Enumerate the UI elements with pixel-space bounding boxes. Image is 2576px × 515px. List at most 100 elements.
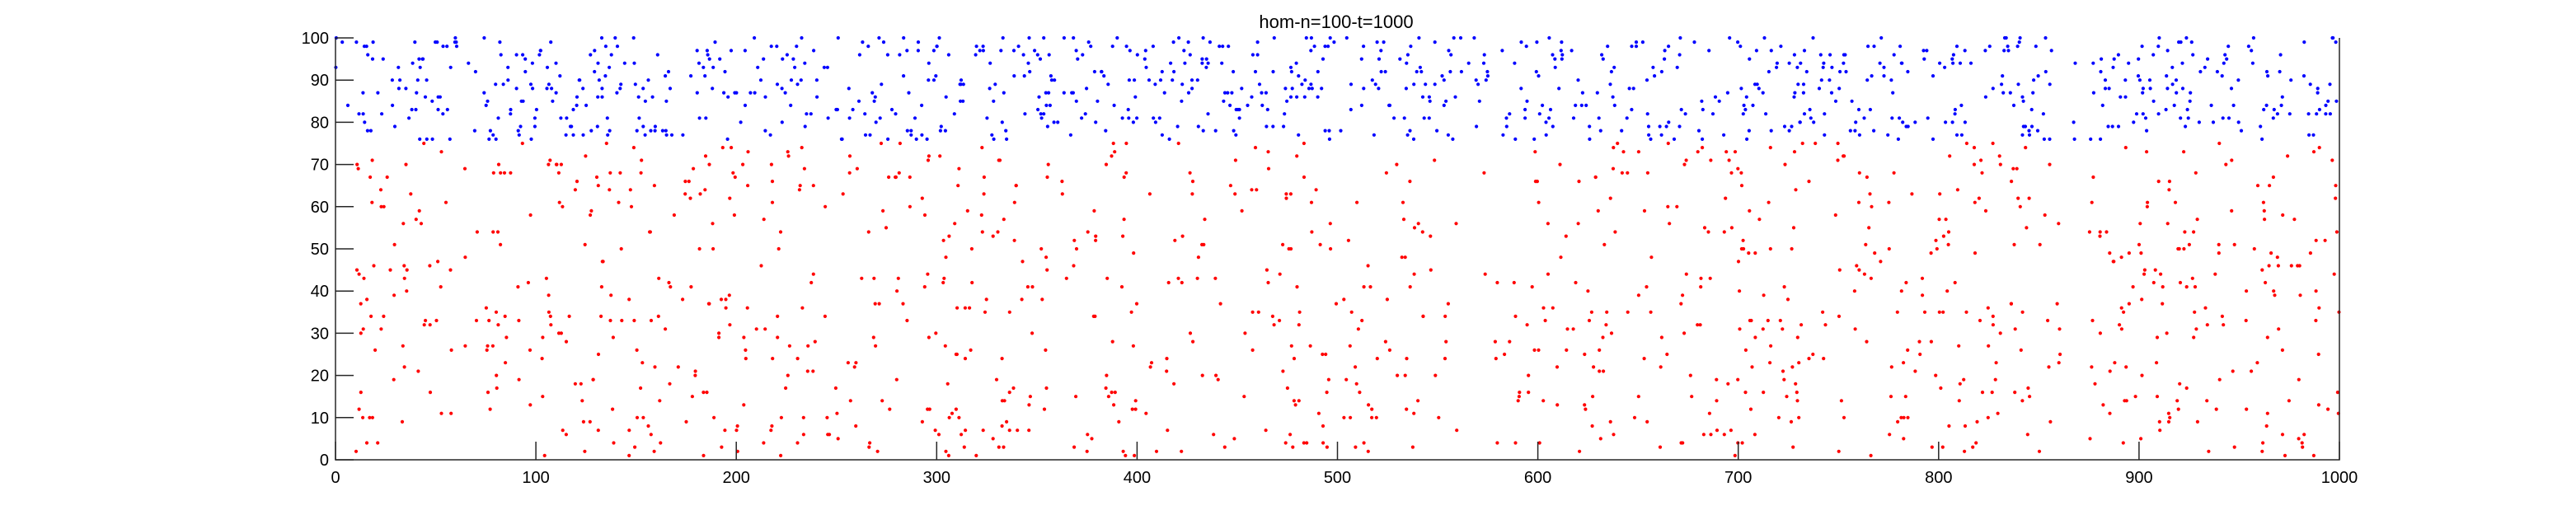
blue-data-point (920, 103, 924, 107)
blue-data-point (1651, 65, 1655, 69)
red-data-point (589, 213, 593, 218)
red-data-point (982, 192, 986, 196)
red-data-point (2167, 188, 2171, 192)
red-data-point (1997, 154, 2001, 158)
red-data-point (547, 162, 551, 166)
red-data-point (361, 415, 365, 419)
blue-data-point (1742, 103, 1746, 107)
red-data-point (1216, 377, 1220, 382)
y-tick-label: 80 (311, 114, 329, 132)
red-data-point (681, 297, 685, 302)
blue-data-point (2148, 87, 2152, 91)
blue-data-point (2132, 120, 2136, 124)
red-data-point (957, 415, 961, 419)
red-data-point (1659, 335, 1663, 339)
blue-data-point (1424, 82, 1428, 87)
red-data-point (1865, 175, 1869, 180)
blue-data-point (2116, 124, 2121, 129)
blue-data-point (2031, 91, 2035, 95)
red-data-point (370, 158, 374, 162)
red-data-point (727, 293, 731, 297)
blue-data-point (2271, 116, 2275, 120)
red-data-point (502, 171, 507, 175)
red-data-point (2057, 361, 2061, 365)
blue-data-point (1544, 120, 1548, 124)
blue-data-point (1033, 49, 1037, 53)
red-data-point (2280, 348, 2284, 352)
red-data-point (1278, 272, 1282, 276)
blue-data-point (1362, 44, 1366, 49)
red-data-point (828, 433, 832, 437)
red-data-point (1325, 391, 1329, 395)
red-data-point (640, 158, 644, 162)
blue-data-point (1094, 120, 1098, 124)
blue-data-point (1405, 53, 1410, 57)
blue-data-point (1762, 35, 1767, 40)
blue-data-point (637, 116, 641, 120)
red-data-point (2175, 399, 2180, 403)
blue-data-point (600, 87, 604, 91)
blue-data-point (1201, 35, 1205, 40)
red-data-point (596, 184, 600, 188)
red-data-point (2138, 222, 2142, 226)
red-data-point (1768, 146, 1772, 150)
blue-data-point (1271, 69, 1275, 74)
blue-data-point (1701, 137, 1705, 141)
blue-data-point (927, 78, 931, 82)
red-data-point (1649, 310, 1653, 314)
red-data-point (997, 158, 1001, 162)
blue-data-point (2032, 78, 2036, 82)
blue-data-point (974, 53, 978, 57)
red-data-point (712, 415, 716, 419)
red-data-point (419, 222, 424, 226)
red-data-point (1837, 268, 1842, 272)
blue-data-point (1866, 44, 1870, 49)
red-data-point (1555, 365, 1560, 369)
red-data-point (1527, 391, 1531, 395)
red-data-point (2024, 146, 2028, 150)
red-data-point (2194, 171, 2198, 175)
blue-data-point (1475, 124, 1479, 129)
red-data-point (2265, 411, 2269, 415)
red-data-point (1699, 285, 1703, 289)
blue-data-point (1913, 120, 1917, 124)
red-data-point (1172, 382, 1176, 386)
blue-data-point (2049, 49, 2053, 53)
blue-data-point (1382, 40, 1386, 44)
blue-data-point (581, 133, 585, 137)
blue-data-point (704, 116, 708, 120)
red-data-point (1991, 141, 1995, 146)
red-data-point (1620, 171, 1624, 175)
red-data-point (496, 323, 500, 327)
red-data-point (1214, 373, 1218, 377)
blue-data-point (2226, 116, 2231, 120)
blue-data-point (1283, 112, 1287, 116)
red-data-point (357, 272, 361, 276)
red-data-point (2101, 403, 2105, 407)
blue-data-point (2221, 116, 2225, 120)
red-data-point (1555, 403, 1560, 407)
blue-data-point (635, 129, 639, 133)
blue-data-point (445, 44, 449, 49)
blue-data-point (448, 65, 453, 69)
red-data-point (2046, 318, 2050, 323)
blue-data-point (1769, 49, 1773, 53)
red-data-point (730, 146, 734, 150)
red-data-point (1794, 382, 1798, 386)
blue-data-point (1417, 35, 1421, 40)
blue-data-point (1672, 137, 1677, 141)
red-data-point (1974, 441, 1978, 445)
blue-data-point (1700, 99, 1704, 103)
red-data-point (1748, 407, 1753, 411)
red-data-point (2018, 204, 2022, 208)
blue-data-point (1080, 116, 1084, 120)
blue-data-point (1411, 137, 1416, 141)
red-data-point (2166, 411, 2170, 415)
red-data-point (1148, 365, 1152, 369)
red-data-point (1000, 424, 1004, 428)
red-data-point (1702, 226, 1707, 230)
blue-data-point (2141, 91, 2145, 95)
red-data-point (1983, 208, 1988, 213)
red-data-point (528, 403, 533, 407)
blue-data-point (1147, 78, 1152, 82)
